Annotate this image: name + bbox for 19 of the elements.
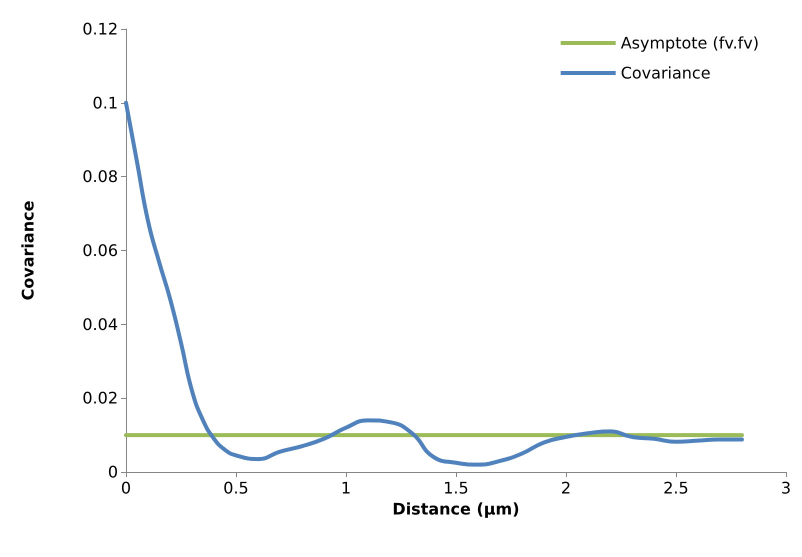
x-tick-label: 1.5 [443,478,469,498]
x-tick-label: 3 [780,478,792,498]
x-axis-title: Distance (µm) [392,499,520,518]
y-tick-label: 0.02 [82,388,118,408]
x-tick-label: 2.5 [663,478,689,498]
legend-label: Asymptote (fv.fv) [620,34,760,52]
x-tick-label: 1 [340,478,352,498]
y-tick-label: 0.06 [82,241,118,260]
x-tick-label: 0 [120,478,132,498]
y-tick-label: 0.12 [82,20,118,38]
y-tick-label: 0.04 [82,314,118,334]
line-series [124,100,744,467]
y-tick-label: 0 [108,462,118,482]
y-tick-label: 0.1 [92,93,118,112]
y-axis-title: Covariance [18,200,38,300]
y-tick-label: 0.08 [82,167,118,186]
legend-label: Covariance [620,64,711,82]
x-tick-label: 0.5 [223,478,249,498]
x-tick-label: 2 [560,478,572,498]
